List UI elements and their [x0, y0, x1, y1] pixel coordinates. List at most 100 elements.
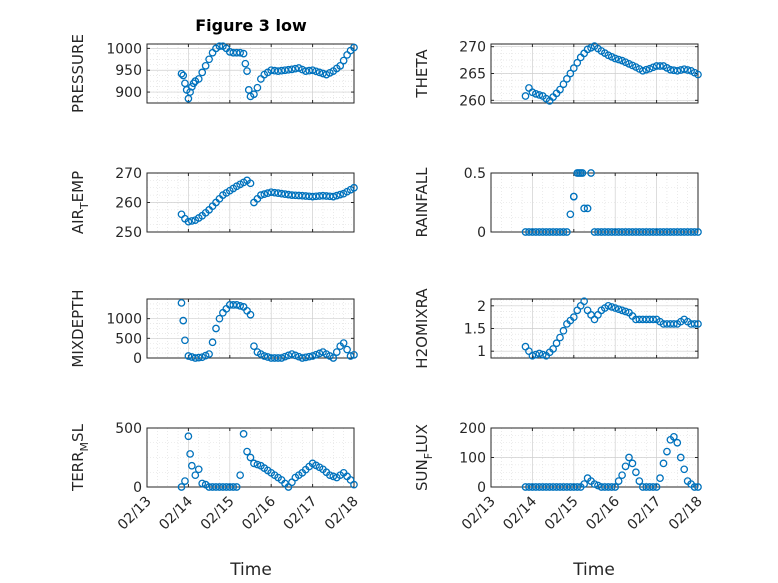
mixdepth-axes: 0 500 1000 MIXDEPTH: [69, 289, 358, 368]
air_temp-y-tick-label: 260: [115, 196, 142, 212]
mixdepth-data-point: [301, 353, 310, 362]
sun_flux-data-point: [614, 477, 623, 485]
rainfall-data-point: [563, 228, 571, 236]
terr_msl-data-point: [181, 477, 189, 485]
sun_flux-data-point: [676, 453, 685, 462]
rainfall-y-tick-label: 0.5: [464, 166, 486, 182]
sun_flux-data-point: [594, 481, 602, 490]
theta-data-point: [573, 58, 582, 67]
terr_msl-data-point: [184, 432, 193, 441]
mixdepth-y-tick-label: 500: [115, 331, 142, 347]
mixdepth-data-point: [277, 354, 286, 362]
h2omixra-data-point: [569, 313, 578, 322]
rainfall-data-point: [694, 228, 702, 236]
theta-data-point: [656, 62, 664, 70]
pressure-data-point: [205, 55, 213, 64]
terr_msl-data-point: [243, 447, 251, 456]
mixdepth-data-point: [179, 316, 188, 325]
air_temp-data-point: [350, 183, 358, 192]
mixdepth-data-point: [212, 324, 220, 333]
pressure-data-point: [239, 49, 248, 58]
mixdepth-data-point: [205, 350, 213, 358]
mixdepth-data-point: [177, 299, 186, 307]
theta-data-point: [521, 92, 530, 100]
terr_msl-data-point: [325, 471, 334, 480]
mixdepth-axes-box: [146, 298, 355, 359]
rainfall-data-point: [559, 228, 568, 236]
terr_msl-y-tick-label: 0: [133, 480, 142, 496]
sun_flux-data-point: [649, 483, 658, 491]
h2omixra-data-point: [690, 320, 699, 328]
theta-y-axis-label: THETA: [413, 49, 431, 99]
sun_flux-data-point: [669, 432, 678, 441]
rainfall-y-tick-label: 0: [477, 225, 486, 241]
sun_flux-data-point: [621, 462, 630, 471]
sun_flux-data-point: [618, 471, 626, 480]
sun_flux-data-point: [656, 474, 664, 482]
pressure-data-point: [312, 67, 320, 76]
pressure-data-point: [189, 79, 198, 88]
terr_msl-data-point: [186, 450, 194, 458]
terr_msl-data-point: [194, 465, 203, 474]
h2omixra-data-point: [618, 306, 626, 315]
rainfall-data-point: [583, 204, 592, 213]
sun_flux-y-tick-label: 200: [459, 421, 486, 437]
sun_flux-data-point: [632, 468, 640, 477]
air_temp-data-point: [260, 190, 269, 198]
pressure-data-point: [336, 62, 345, 70]
sun_flux-data-point: [573, 483, 582, 491]
terr_msl-data-point: [350, 480, 358, 489]
h2omixra-data-point: [621, 307, 630, 316]
pressure-data-point: [284, 65, 293, 74]
h2omixra-data-point: [528, 351, 537, 360]
h2omixra-data-point: [614, 305, 623, 314]
terr_msl-data-point: [229, 483, 238, 491]
mixdepth-data-point: [260, 352, 269, 360]
theta-data-point: [556, 85, 564, 94]
rainfall-data-point: [690, 228, 699, 236]
air_temp-data-point: [332, 191, 341, 200]
pressure-data-point: [250, 90, 258, 99]
rainfall-data-point: [587, 169, 595, 177]
mixdepth-data-point: [305, 352, 313, 361]
pressure-data-point: [253, 83, 262, 92]
theta-axes: 260 265 270 THETA: [413, 40, 702, 109]
mixdepth-data-point: [208, 338, 217, 347]
mixdepth-data-point: [184, 352, 193, 360]
rainfall-axes: 0 0.5 RAINFALL: [413, 166, 702, 241]
h2omixra-data-point: [611, 304, 620, 312]
h2omixra-y-axis-label: H2OMIXRA: [413, 288, 431, 369]
sun_flux-data-point: [690, 483, 699, 491]
sun_flux-data-point: [590, 480, 599, 488]
pressure-y-tick-label: 1000: [106, 41, 142, 57]
mixdepth-data-point: [343, 345, 351, 354]
terr_msl-data-point: [232, 483, 241, 491]
h2omixra-y-tick-label: 2: [477, 299, 486, 315]
pressure-data-point: [179, 71, 188, 80]
sun_flux-data-point: [635, 477, 644, 485]
terr_msl-data-point: [239, 430, 248, 438]
terr_msl-data-point: [236, 471, 244, 480]
terr_msl-y-tick-label: 500: [115, 421, 142, 437]
x-axis-label-right: Time: [572, 560, 615, 580]
h2omixra-data-point: [694, 320, 702, 328]
rainfall-data-point: [569, 192, 578, 201]
theta-y-tick-label: 260: [459, 93, 486, 109]
mixdepth-data-point: [194, 353, 203, 362]
pressure-data-point: [198, 68, 207, 77]
pressure-data-point: [308, 66, 317, 75]
terr_msl-data-point: [329, 472, 338, 481]
mixdepth-data-point: [281, 352, 289, 361]
terr_msl-data-point: [198, 479, 207, 488]
sun_flux-data-point: [694, 483, 702, 491]
air_temp-data-point: [336, 190, 345, 199]
h2omixra-data-point: [556, 333, 564, 342]
sun_flux-y-tick-label: 0: [477, 480, 486, 496]
terr_msl-axes-box: [146, 427, 355, 488]
sun_flux-y-tick-label: 100: [459, 451, 486, 467]
air_temp-y-axis-label: AIRTEMP: [69, 171, 91, 234]
mixdepth-data-point: [291, 351, 300, 360]
pressure-data-point: [215, 42, 224, 51]
mixdepth-y-axis-label: MIXDEPTH: [69, 289, 87, 367]
